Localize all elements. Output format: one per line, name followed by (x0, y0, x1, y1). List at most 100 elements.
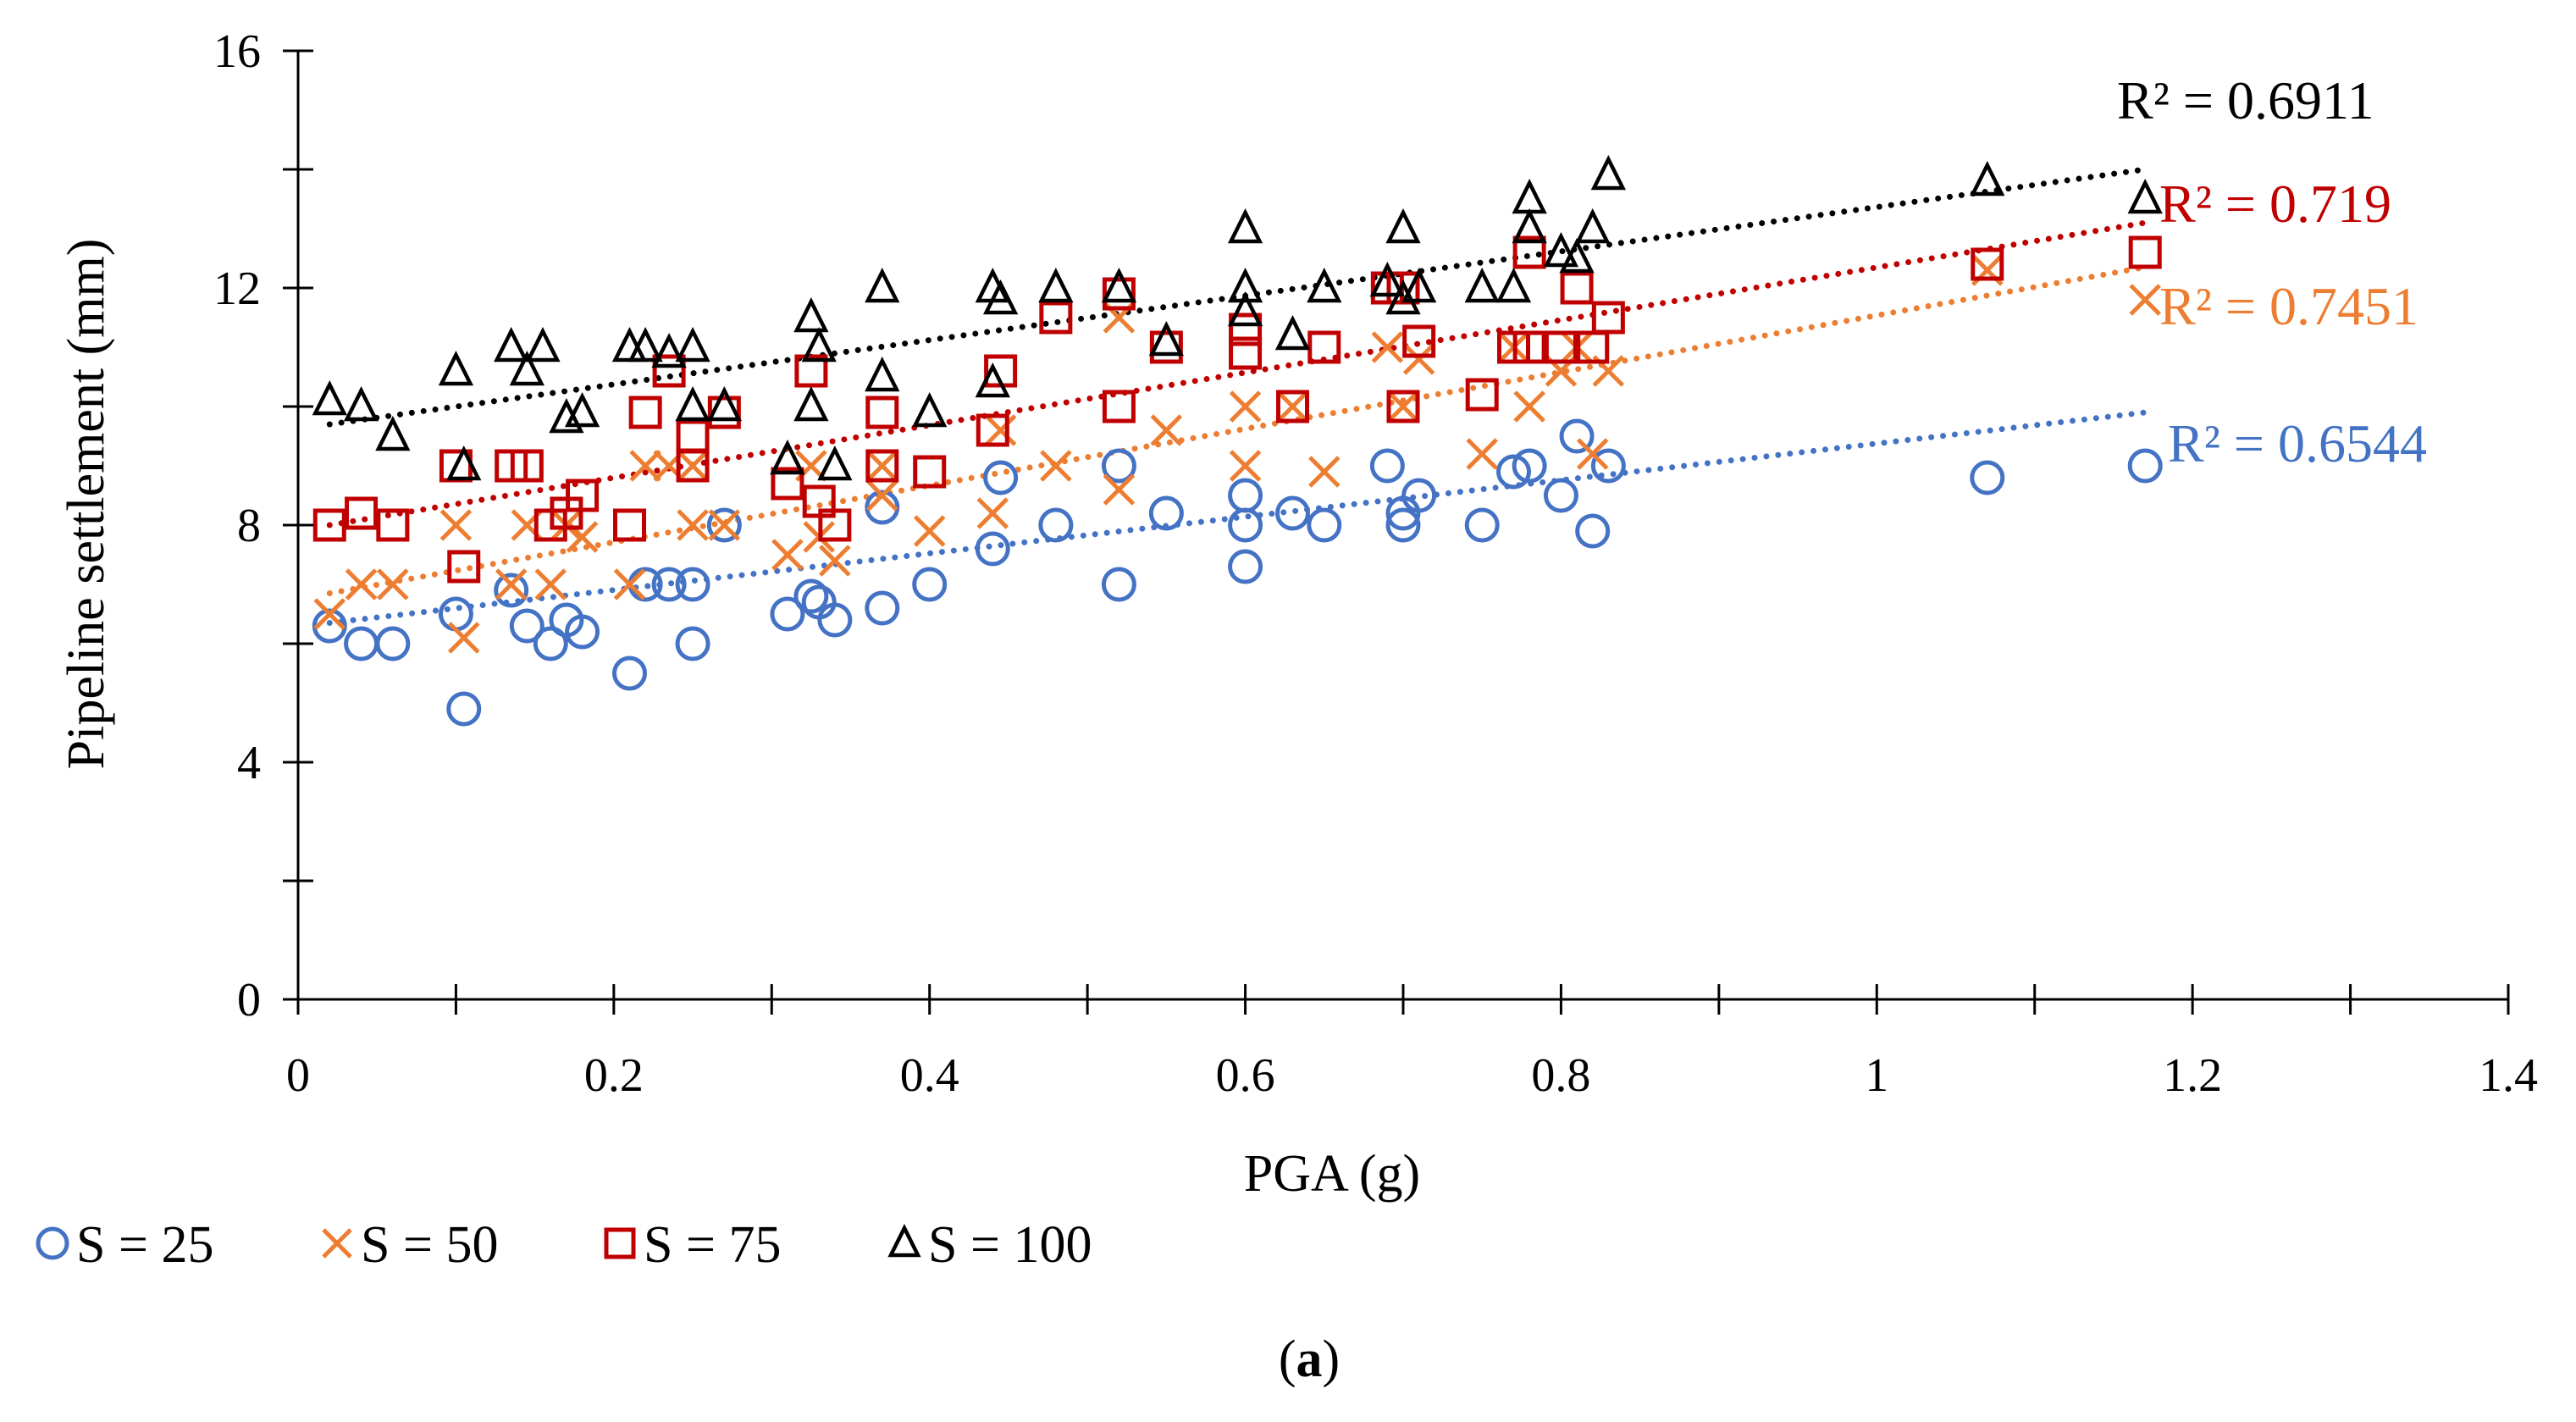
series-3 (312, 235, 2162, 584)
point-s2-24 (976, 497, 1009, 529)
point-s2-45-stroke-2 (2129, 284, 2161, 316)
point-s3-10 (566, 479, 600, 512)
point-s1-31 (1228, 507, 1263, 543)
point-s4-24 (912, 391, 948, 428)
point-s4-31 (1227, 207, 1263, 244)
point-s4-44 (1543, 231, 1579, 268)
point-s2-32 (1276, 390, 1309, 423)
point-s3-44 (1576, 330, 1610, 364)
point-s4-37 (1385, 207, 1421, 244)
point-s4-42 (1512, 178, 1547, 214)
point-s2-33 (1308, 456, 1341, 488)
point-s4-3 (375, 415, 411, 451)
legend-label-1: S = 25 (76, 1216, 213, 1274)
point-s4-29 (1101, 267, 1137, 303)
point-s1-43 (1559, 418, 1595, 454)
point-s1-25 (983, 460, 1019, 495)
point-s2-16-stroke-2 (708, 509, 741, 541)
point-s2-32-stroke-2 (1276, 390, 1309, 423)
point-s4-25 (975, 362, 1010, 398)
series-4 (312, 154, 2163, 481)
point-s2-10-stroke-2 (566, 521, 599, 553)
point-s3-26 (1039, 301, 1073, 335)
point-s4-20 (793, 385, 829, 422)
point-s4-27 (982, 279, 1019, 315)
point-s3-31 (1229, 336, 1263, 370)
point-s1-15 (675, 626, 710, 661)
y-tick-label: 16 (213, 25, 261, 78)
point-s2-5-stroke-2 (447, 622, 480, 654)
point-s1-27 (1101, 448, 1136, 484)
point-s1-6 (494, 573, 529, 608)
caption-open: ( (1279, 1331, 1296, 1388)
point-s3-33 (1307, 330, 1341, 364)
r2-label-2: R² = 0.7451 (2159, 276, 2418, 336)
point-s1-20 (817, 602, 853, 638)
point-s3-40 (1512, 235, 1546, 269)
point-s2-37 (1466, 438, 1498, 470)
point-s2-37-stroke-2 (1466, 438, 1498, 470)
point-s1-8 (533, 626, 568, 661)
point-s4-38 (1385, 279, 1421, 315)
point-s4-28 (1038, 267, 1074, 303)
point-s1-33 (1275, 495, 1310, 531)
point-s2-2 (345, 568, 378, 600)
point-s2-26-stroke-2 (1040, 450, 1072, 482)
point-s2-39 (1513, 390, 1545, 423)
point-s2-15-stroke-2 (677, 509, 709, 541)
point-s2-42-stroke-2 (1576, 438, 1609, 470)
point-s4-41 (1495, 267, 1532, 303)
point-s1-36 (1385, 507, 1421, 543)
point-s2-36-stroke-2 (1402, 343, 1435, 375)
point-s2-11 (613, 568, 646, 600)
point-s4-47 (1590, 154, 1626, 191)
point-s4-39 (1401, 267, 1437, 303)
point-s4-19 (801, 326, 837, 362)
point-s4-23 (865, 356, 900, 392)
y-tick-label: 8 (237, 500, 261, 552)
point-s2-23-stroke-2 (913, 515, 946, 547)
point-s4-22 (865, 267, 900, 303)
point-s4-7 (509, 350, 544, 386)
point-s1-39 (1464, 507, 1500, 543)
point-s4-18 (793, 296, 829, 333)
point-s2-35-stroke-2 (1387, 390, 1419, 423)
point-s4-1 (312, 379, 347, 416)
point-s2-31 (1229, 450, 1262, 482)
point-s1-30 (1228, 478, 1263, 513)
point-s1-5 (446, 691, 482, 727)
y-axis-title: Pipeline settlement (mm) (58, 239, 115, 770)
point-s4-46 (1575, 207, 1611, 244)
y-tick-label: 4 (237, 737, 261, 789)
x-tick-label: 1.2 (2163, 1049, 2222, 1102)
point-s1-11 (612, 656, 647, 691)
point-s3-24 (976, 413, 1009, 447)
point-s3-14 (676, 419, 710, 453)
point-s2-14-stroke-2 (677, 450, 709, 482)
point-s2-21 (866, 479, 898, 512)
point-s4-30 (1148, 320, 1184, 357)
point-s2-45 (2129, 284, 2161, 316)
y-tick-label: 0 (237, 974, 261, 1026)
legend: S = 25 S = 50 S = 75 S = 100 (36, 1216, 1092, 1274)
point-s2-3 (377, 568, 409, 600)
point-s3-38 (1465, 378, 1499, 412)
x-axis-title: PGA (g) (1244, 1145, 1420, 1203)
point-s1-14 (675, 567, 710, 602)
point-s2-8 (534, 568, 567, 600)
point-s1-26 (1038, 507, 1074, 543)
point-s2-24-stroke-2 (976, 497, 1009, 529)
y-tick-label: 12 (213, 263, 261, 315)
point-s3-47 (2128, 235, 2162, 269)
point-s1-21 (865, 590, 900, 626)
point-s2-33-stroke-2 (1308, 456, 1341, 488)
point-s3-32 (1276, 390, 1309, 423)
point-s3-11 (613, 508, 646, 542)
point-s2-3-stroke-2 (377, 568, 409, 600)
point-s1-16 (706, 507, 742, 543)
legend-marker-2 (322, 1228, 352, 1259)
point-s4-48 (1970, 160, 2005, 196)
point-s2-12-stroke-2 (629, 450, 661, 482)
point-s3-29 (1149, 330, 1183, 364)
x-tick-label: 0.6 (1216, 1049, 1275, 1102)
